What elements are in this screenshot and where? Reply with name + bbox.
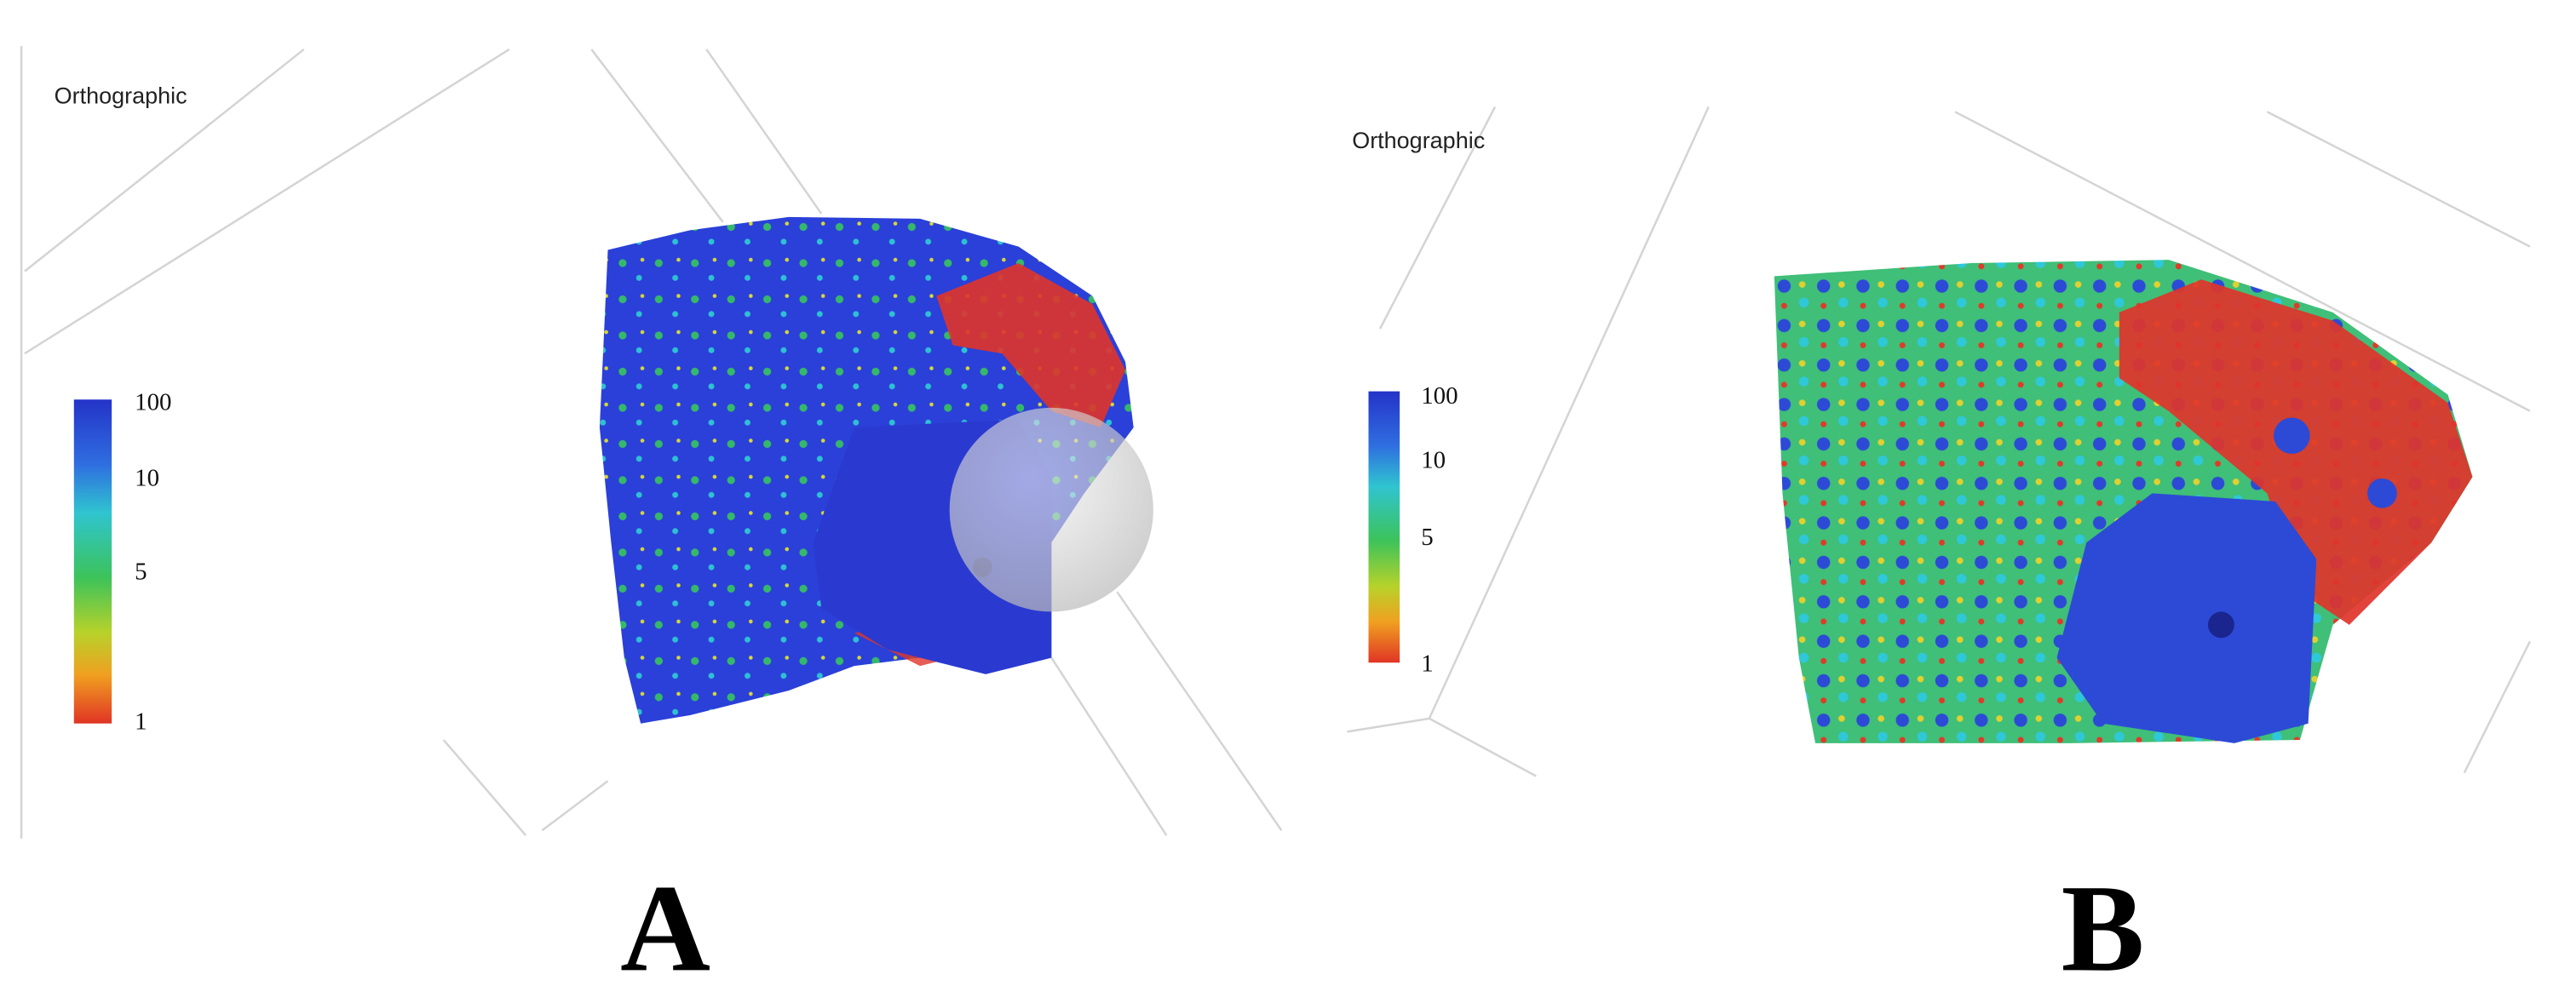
colorbar-tick-label: 5 — [1421, 524, 1433, 551]
panel-label: A — [620, 858, 710, 997]
mesh-a — [599, 216, 1153, 724]
colorbar-b — [1368, 391, 1400, 663]
panel-label: B — [2061, 858, 2145, 997]
viewport-b — [1347, 106, 2532, 777]
colorbar-tick-label: 1 — [135, 708, 147, 735]
viewport-label: Orthographic — [55, 83, 187, 109]
viewport-a — [20, 46, 1283, 839]
colorbar-tick-label: 100 — [135, 389, 171, 416]
colorbar-tick-label: 1 — [1421, 651, 1433, 678]
colorbar-tick-label: 10 — [135, 465, 159, 492]
mesh-b — [1774, 260, 2473, 743]
colorbar-tick-label: 10 — [1421, 446, 1446, 473]
viewport-label: Orthographic — [1352, 128, 1485, 153]
colorbar-a — [73, 399, 112, 724]
colorbar-tick-label: 100 — [1421, 382, 1458, 410]
colorbar-tick-label: 5 — [135, 559, 147, 586]
